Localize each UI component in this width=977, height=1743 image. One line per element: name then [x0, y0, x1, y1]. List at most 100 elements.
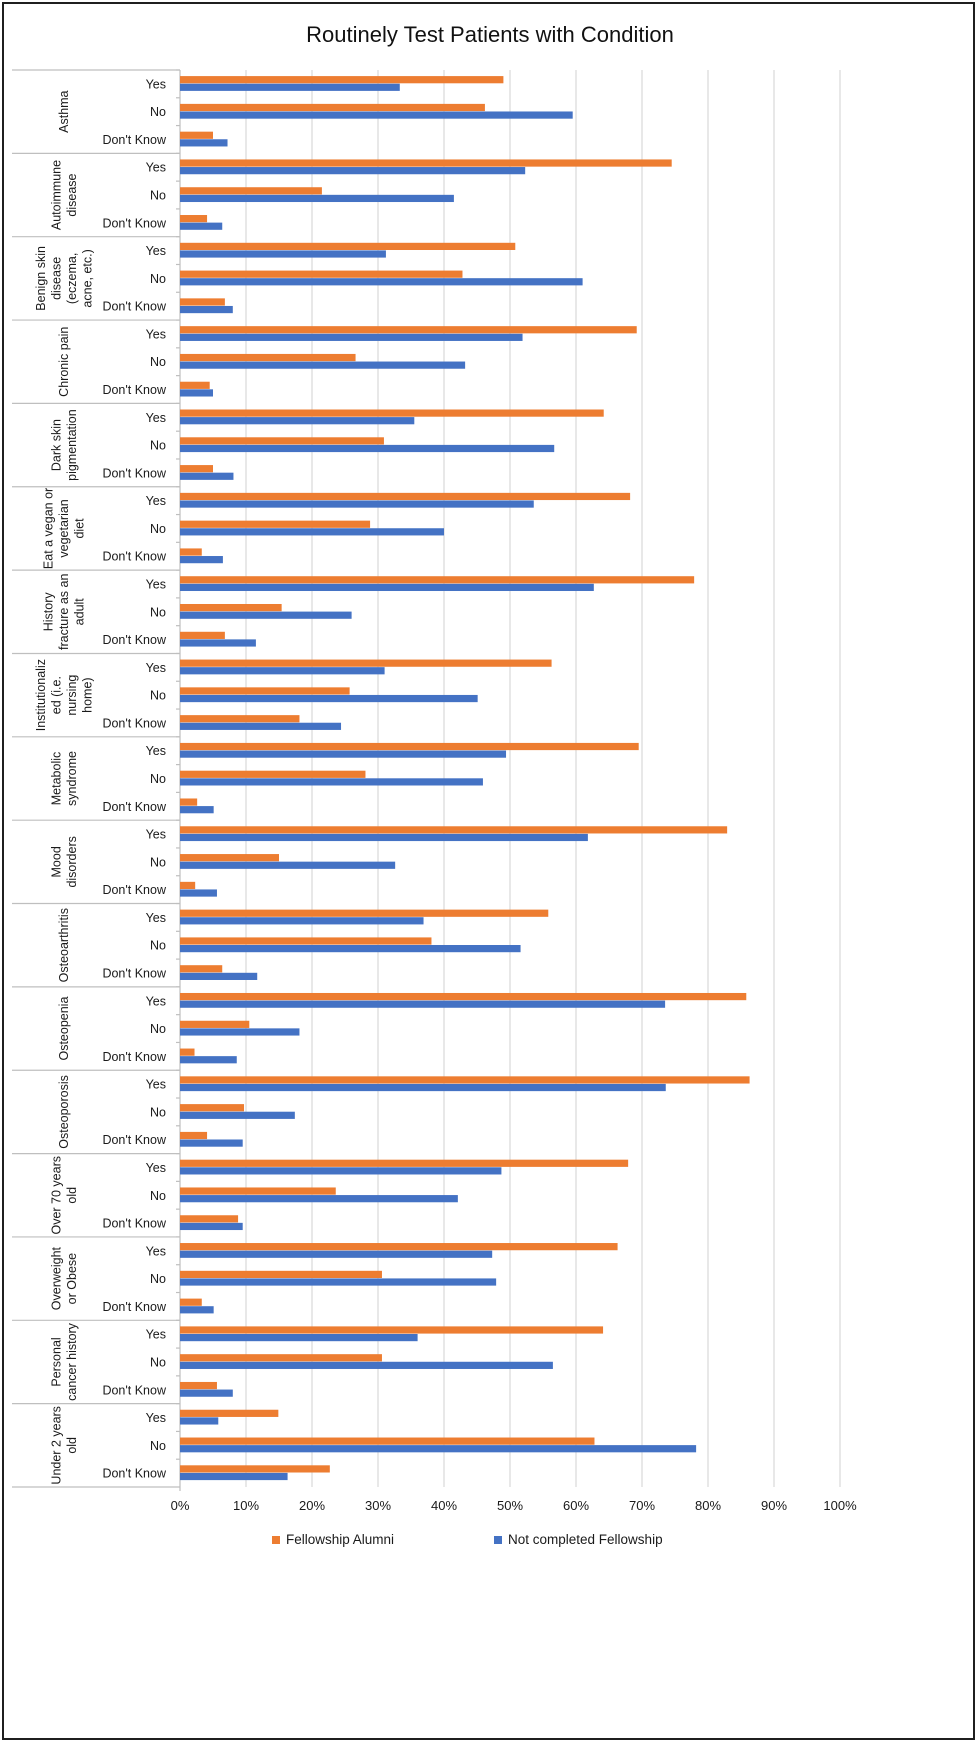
group-label-line: Autoimmune: [49, 160, 63, 230]
legend-swatch: [272, 1536, 280, 1544]
bar-not-completed-fellowship: [180, 750, 507, 758]
category-label: No: [150, 772, 166, 786]
bar-not-completed-fellowship: [180, 305, 233, 314]
bar-fellowship-alumni: [180, 1354, 382, 1362]
bar-not-completed-fellowship: [180, 444, 555, 453]
category-label: No: [150, 355, 166, 369]
bar-not-completed-fellowship: [180, 194, 454, 203]
category-label: Yes: [146, 1411, 166, 1425]
category-label: Yes: [146, 77, 166, 91]
category-label: Don't Know: [102, 966, 167, 980]
bar-not-completed-fellowship: [180, 111, 573, 119]
bar-not-completed-fellowship: [180, 250, 386, 258]
bar-fellowship-alumni: [180, 103, 485, 112]
bar-fellowship-alumni: [180, 1020, 250, 1028]
category-label: Yes: [146, 661, 166, 675]
category-label: No: [150, 1189, 166, 1203]
category-label: Don't Know: [102, 383, 167, 397]
bar-not-completed-fellowship: [180, 500, 534, 508]
bar-fellowship-alumni: [180, 576, 695, 584]
chart-title: Routinely Test Patients with Condition: [306, 22, 674, 47]
group-label-line: syndrome: [65, 751, 79, 806]
category-labels: Yes No Don't Know Asthma Yes No Don't Know Auto…: [34, 77, 167, 1484]
bar-fellowship-alumni: [180, 798, 198, 806]
bar-not-completed-fellowship: [180, 639, 256, 647]
category-label: Don't Know: [102, 550, 167, 564]
bar-fellowship-alumni: [180, 881, 196, 890]
group-label-line: or Obese: [65, 1253, 79, 1304]
bar-fellowship-alumni: [180, 826, 728, 834]
category-label: No: [150, 939, 166, 953]
bar-not-completed-fellowship: [180, 611, 352, 619]
bar-fellowship-alumni: [180, 492, 631, 501]
category-label: Don't Know: [102, 716, 167, 730]
bar-not-completed-fellowship: [180, 889, 217, 897]
category-label: Yes: [146, 994, 166, 1008]
group-label-line: History: [42, 592, 56, 632]
group-label-line: disorders: [65, 836, 79, 887]
bar-fellowship-alumni: [180, 1076, 750, 1084]
category-label: No: [150, 1439, 166, 1453]
bar-not-completed-fellowship: [180, 1056, 237, 1064]
x-tick-label: 90%: [761, 1498, 787, 1513]
category-label: Yes: [146, 578, 166, 592]
group-label: Asthma: [57, 90, 71, 132]
category-label: Don't Know: [102, 1050, 167, 1064]
bar-fellowship-alumni: [180, 548, 202, 556]
bar-fellowship-alumni: [180, 215, 208, 223]
x-tick-label: 50%: [497, 1498, 523, 1513]
category-label: No: [150, 439, 166, 453]
bar-fellowship-alumni: [180, 631, 225, 639]
category-label: Yes: [146, 1078, 166, 1092]
category-label: Yes: [146, 494, 166, 508]
bar-fellowship-alumni: [180, 1243, 618, 1251]
category-label: Yes: [146, 327, 166, 341]
bar-fellowship-alumni: [180, 76, 504, 84]
bar-fellowship-alumni: [180, 687, 350, 695]
bar-fellowship-alumni: [180, 437, 384, 445]
category-label: Don't Know: [102, 216, 167, 230]
group-label: Institutionaliz ed (i.e. nursing home): [34, 659, 95, 731]
group-label: Metabolic syndrome: [49, 751, 79, 806]
category-label: Yes: [146, 1328, 166, 1342]
legend-swatch: [494, 1536, 502, 1544]
group-label-line: Over 70 years: [49, 1156, 63, 1235]
bar-not-completed-fellowship: [180, 1389, 233, 1397]
bar-fellowship-alumni: [180, 909, 549, 917]
bar-not-completed-fellowship: [180, 1195, 458, 1203]
group-label-line: disease: [49, 257, 63, 300]
category-label: No: [150, 1272, 166, 1286]
category-label: No: [150, 605, 166, 619]
legend-label: Not completed Fellowship: [508, 1532, 663, 1547]
group-label-line: Osteopenia: [57, 997, 71, 1061]
bar-not-completed-fellowship: [180, 583, 594, 592]
bar-fellowship-alumni: [180, 965, 223, 973]
category-label: Don't Know: [102, 883, 167, 897]
bar-fellowship-alumni: [180, 1048, 195, 1056]
bar-fellowship-alumni: [180, 187, 322, 195]
x-tick-label: 0%: [171, 1498, 190, 1513]
bar-fellowship-alumni: [180, 520, 371, 528]
category-label: No: [150, 189, 166, 203]
group-label: Osteoporosis: [57, 1075, 71, 1149]
bar-not-completed-fellowship: [180, 1167, 502, 1175]
bar-not-completed-fellowship: [180, 1000, 666, 1008]
bar-not-completed-fellowship: [180, 972, 258, 980]
group-label-line: Mood: [49, 846, 63, 877]
group-label-line: old: [65, 1437, 79, 1454]
group-label: Personal cancer history: [49, 1322, 79, 1401]
bar-fellowship-alumni: [180, 1215, 239, 1223]
grid-lines: [245, 70, 841, 1487]
x-tick-label: 70%: [629, 1498, 655, 1513]
group-label: Under 2 years old: [49, 1406, 79, 1485]
bar-not-completed-fellowship: [180, 278, 583, 286]
group-label-line: Institutionaliz: [34, 659, 48, 731]
category-label: No: [150, 1355, 166, 1369]
group-label-line: Osteoarthritis: [57, 908, 71, 982]
group-label: Over 70 years old: [49, 1156, 79, 1235]
category-label: Don't Know: [102, 1217, 167, 1231]
category-label: Don't Know: [102, 466, 167, 480]
group-label-line: diet: [73, 518, 87, 539]
bar-fellowship-alumni: [180, 1409, 279, 1417]
